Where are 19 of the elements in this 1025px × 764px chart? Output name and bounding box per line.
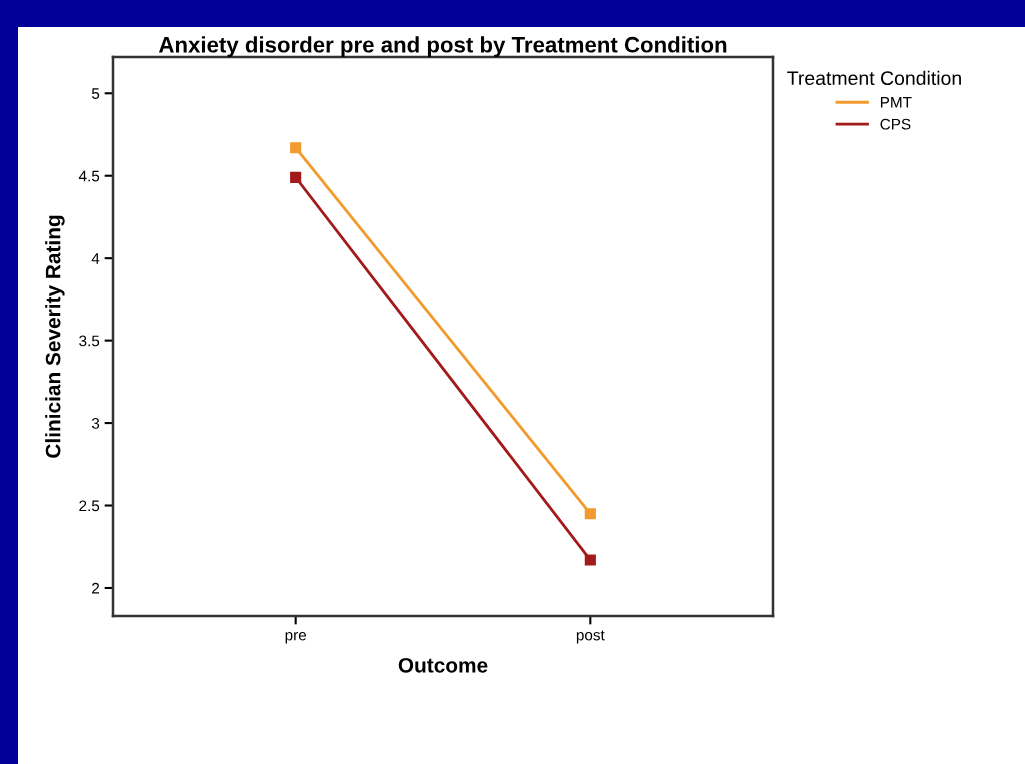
y-tick-label: 2 [92, 582, 100, 594]
x-axis-title: Outcome [398, 657, 488, 673]
y-tick-label: 4 [91, 253, 100, 264]
point [290, 171, 302, 183]
point [584, 508, 596, 520]
y-axis-title: Clinician Severity Rating [45, 215, 65, 458]
point [584, 554, 596, 566]
y-tick-label: 2.5 [79, 500, 100, 512]
chart-title: Anxiety disorder pre and post by Treatment Condition [158, 36, 727, 57]
point [290, 142, 302, 154]
x-tick-label: post [576, 630, 605, 644]
y-tick-label: 5 [91, 88, 100, 99]
legend-label: PMT [880, 97, 912, 108]
y-tick-label: 3 [91, 417, 100, 429]
x-tick-label: pre [285, 632, 307, 644]
y-tick-label: 3.5 [79, 335, 100, 347]
legend-title: Treatment Condition [787, 70, 961, 86]
y-tick-label: 4.5 [78, 170, 100, 182]
legend-label: CPS [880, 118, 911, 130]
